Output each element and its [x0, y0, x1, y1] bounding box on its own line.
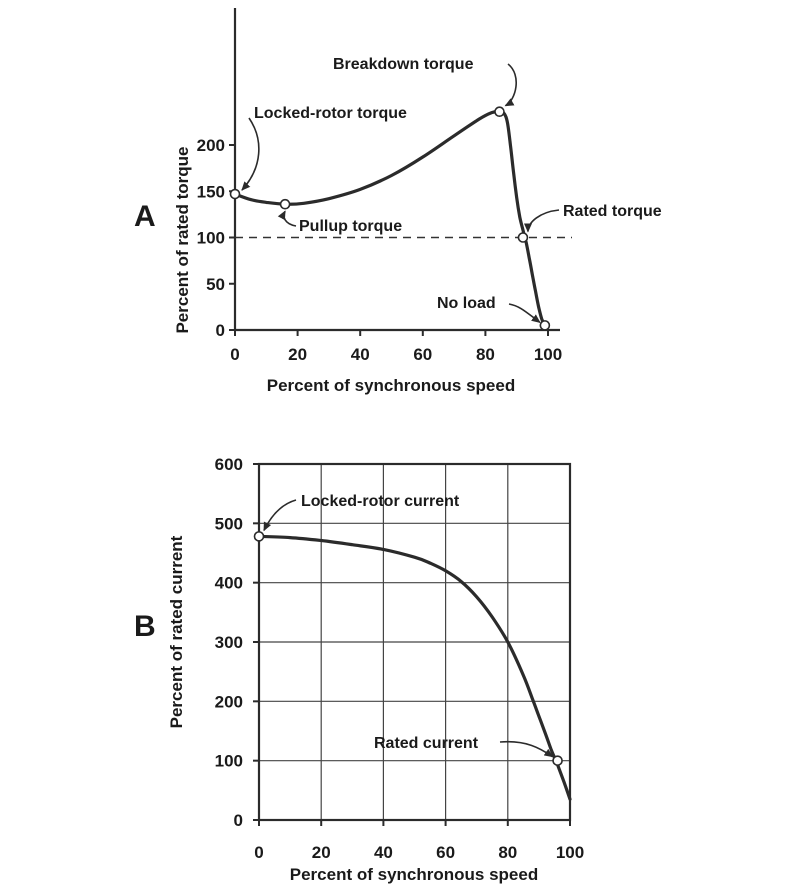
annotation-rated-current: Rated current: [374, 735, 479, 752]
y-axis-label: Percent of rated current: [167, 535, 186, 728]
x-axis-label: Percent of synchronous speed: [267, 376, 515, 395]
leader-locked-rotor-current: [263, 499, 297, 532]
annotation-no-load: No load: [437, 295, 496, 312]
y-tick-label: 600: [215, 455, 243, 474]
y-tick-label: 200: [215, 692, 243, 711]
current-curve: [257, 534, 572, 801]
y-tick-label: 300: [215, 633, 243, 652]
y-tick-label: 0: [216, 321, 225, 340]
y-tick-label: 50: [206, 275, 225, 294]
leader-locked-rotor-torque: [241, 117, 260, 191]
leader-pullup-torque: [277, 210, 297, 227]
point-marker: [552, 755, 563, 766]
current-chart: 0 100 200 300 400 500 600 0 20 40 60 80 100 Percent o…: [167, 455, 584, 884]
x-tick-label: 80: [498, 843, 517, 862]
panel-a-letter: A: [134, 200, 156, 233]
annotation-breakdown-torque: Breakdown torque: [333, 56, 474, 73]
point-marker: [253, 531, 265, 542]
leader-no-load: [508, 303, 541, 324]
leader-breakdown-torque: [504, 63, 517, 107]
x-tick-label: 80: [476, 345, 495, 364]
y-tick-label: 150: [197, 182, 225, 201]
x-tick-label: 40: [374, 843, 393, 862]
leader-rated-current: [499, 740, 554, 758]
x-tick-label: 60: [413, 345, 432, 364]
y-tick-label: 100: [215, 752, 243, 771]
annotation-locked-rotor-current: Locked-rotor current: [301, 493, 460, 510]
point-marker: [279, 198, 291, 210]
annotation-locked-rotor-torque: Locked-rotor torque: [254, 105, 407, 122]
y-tick-label: 0: [234, 811, 243, 830]
x-tick-label: 0: [230, 345, 239, 364]
x-tick-label: 40: [351, 345, 370, 364]
x-tick-label: 20: [288, 345, 307, 364]
x-tick-label: 60: [436, 843, 455, 862]
point-marker: [494, 106, 505, 117]
torque-chart: 0 50 100 150 200 0 20 40 60 80 100 Percent of synch…: [173, 8, 662, 395]
x-tick-label: 100: [556, 843, 584, 862]
point-marker: [539, 320, 551, 331]
y-tick-label: 400: [215, 574, 243, 593]
point-marker: [229, 188, 241, 200]
y-tick-label: 500: [215, 514, 243, 533]
y-axis-label: Percent of rated torque: [173, 146, 192, 333]
x-tick-label: 100: [534, 345, 562, 364]
x-tick-label: 20: [312, 843, 331, 862]
leader-rated-torque: [524, 209, 560, 233]
y-tick-label: 100: [197, 229, 225, 248]
panel-b-letter: B: [134, 610, 156, 643]
x-axis-label: Percent of synchronous speed: [290, 865, 538, 884]
point-marker: [517, 232, 529, 243]
x-tick-label: 0: [254, 843, 263, 862]
annotation-pullup-torque: Pullup torque: [299, 218, 402, 235]
y-tick-label: 200: [197, 136, 225, 155]
annotation-rated-torque: Rated torque: [563, 203, 662, 220]
